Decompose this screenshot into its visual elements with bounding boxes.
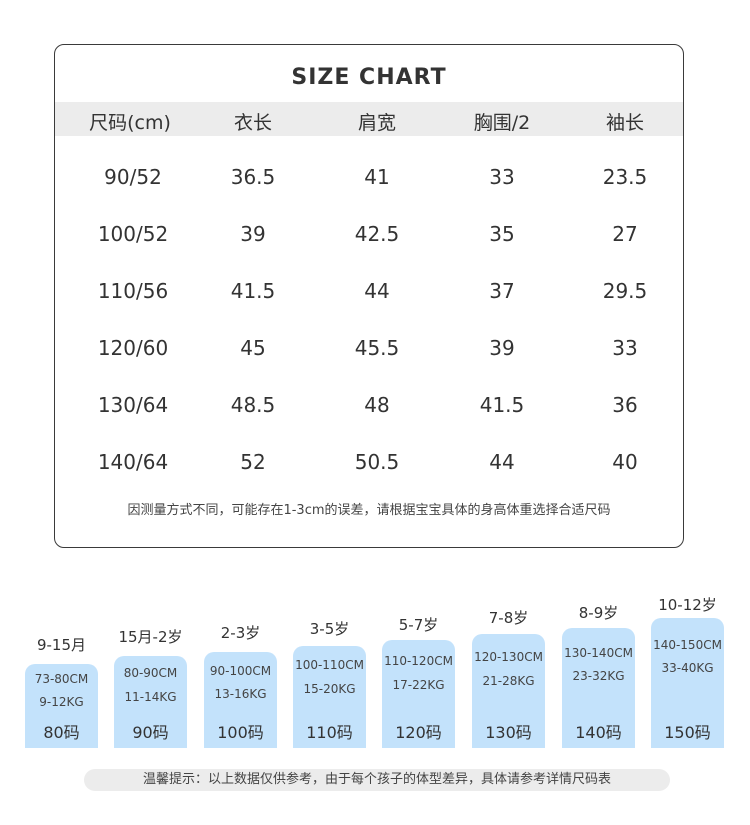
weight-range: 9-12KG — [39, 695, 84, 709]
table-row: 110/56 41.5 44 37 29.5 — [55, 279, 683, 309]
age-label: 7-8岁 — [488, 609, 529, 627]
cell-shoulder: 45.5 — [354, 336, 400, 360]
size-bar: 130-140CM 23-32KG 140码 — [562, 628, 635, 748]
age-label: 10-12岁 — [658, 596, 717, 614]
weight-range: 21-28KG — [482, 674, 535, 688]
cell-sleeve: 36 — [612, 393, 638, 417]
size-step-110: 3-5岁 100-110CM 15-20KG 110码 — [293, 618, 366, 748]
cell-chest: 41.5 — [479, 393, 525, 417]
size-label: 90码 — [132, 723, 169, 742]
size-step-140: 8-9岁 130-140CM 23-32KG 140码 — [562, 602, 635, 748]
size-label: 120码 — [395, 723, 442, 742]
cell-shoulder: 48 — [364, 393, 390, 417]
weight-range: 11-14KG — [124, 690, 177, 704]
size-label: 100码 — [217, 723, 264, 742]
cell-length: 52 — [240, 450, 266, 474]
table-row: 120/60 45 45.5 39 33 — [55, 336, 683, 366]
size-label: 80码 — [43, 723, 80, 742]
header-size: 尺码(cm) — [89, 112, 171, 134]
age-label: 5-7岁 — [398, 616, 439, 634]
weight-range: 17-22KG — [392, 678, 445, 692]
cell-length: 39 — [240, 222, 266, 246]
weight-range: 13-16KG — [214, 687, 267, 701]
table-header: 尺码(cm) 衣长 肩宽 胸围/2 袖长 — [55, 102, 683, 136]
tip-banner: 温馨提示：以上数据仅供参考，由于每个孩子的体型差异，具体请参考详情尺码表 — [84, 769, 670, 791]
size-chart-card: SIZE CHART 尺码(cm) 衣长 肩宽 胸围/2 袖长 90/52 36… — [54, 44, 684, 548]
size-step-90: 15月-2岁 80-90CM 11-14KG 90码 — [114, 626, 187, 748]
table-row: 100/52 39 42.5 35 27 — [55, 222, 683, 252]
size-bar: 140-150CM 33-40KG 150码 — [651, 618, 724, 748]
age-label: 2-3岁 — [220, 624, 261, 642]
height-range: 73-80CM — [34, 672, 89, 686]
height-range: 90-100CM — [209, 664, 272, 678]
cell-shoulder: 44 — [364, 279, 390, 303]
table-row: 130/64 48.5 48 41.5 36 — [55, 393, 683, 423]
cell-chest: 37 — [489, 279, 515, 303]
size-label: 110码 — [306, 723, 353, 742]
size-bar: 120-130CM 21-28KG 130码 — [472, 634, 545, 748]
cell-chest: 39 — [489, 336, 515, 360]
size-label: 130码 — [485, 723, 532, 742]
cell-length: 41.5 — [230, 279, 276, 303]
header-length: 衣长 — [233, 112, 273, 134]
cell-length: 45 — [240, 336, 266, 360]
size-bar: 90-100CM 13-16KG 100码 — [204, 652, 277, 748]
size-step-130: 7-8岁 120-130CM 21-28KG 130码 — [472, 607, 545, 748]
cell-size: 110/56 — [97, 279, 169, 303]
size-bar: 100-110CM 15-20KG 110码 — [293, 646, 366, 748]
header-sleeve: 袖长 — [605, 112, 645, 134]
size-bar: 110-120CM 17-22KG 120码 — [382, 640, 455, 748]
weight-range: 23-32KG — [572, 669, 625, 683]
age-label: 3-5岁 — [309, 620, 350, 638]
header-shoulder: 肩宽 — [357, 112, 397, 134]
cell-sleeve: 33 — [612, 336, 638, 360]
size-step-100: 2-3岁 90-100CM 13-16KG 100码 — [204, 622, 277, 748]
cell-length: 48.5 — [230, 393, 276, 417]
age-label: 8-9岁 — [578, 604, 619, 622]
cell-chest: 35 — [489, 222, 515, 246]
cell-sleeve: 27 — [612, 222, 638, 246]
cell-shoulder: 41 — [364, 165, 390, 189]
cell-size: 130/64 — [97, 393, 169, 417]
height-range: 100-110CM — [295, 658, 364, 672]
size-step-150: 10-12岁 140-150CM 33-40KG 150码 — [651, 594, 724, 748]
chart-title: SIZE CHART — [291, 65, 447, 90]
size-step-80: 9-15月 73-80CM 9-12KG 80码 — [25, 634, 98, 748]
cell-size: 100/52 — [97, 222, 169, 246]
cell-size: 90/52 — [104, 165, 162, 189]
cell-sleeve: 23.5 — [602, 165, 648, 189]
weight-range: 33-40KG — [661, 661, 714, 675]
cell-chest: 44 — [489, 450, 515, 474]
size-step-120: 5-7岁 110-120CM 17-22KG 120码 — [382, 614, 455, 748]
cell-size: 140/64 — [97, 450, 169, 474]
cell-length: 36.5 — [230, 165, 276, 189]
size-bar: 80-90CM 11-14KG 90码 — [114, 656, 187, 748]
height-range: 110-120CM — [384, 654, 453, 668]
measurement-note: 因测量方式不同，可能存在1-3cm的误差，请根据宝宝具体的身高体重选择合适尺码 — [127, 503, 611, 518]
age-label: 15月-2岁 — [118, 628, 183, 646]
cell-sleeve: 29.5 — [602, 279, 648, 303]
height-range: 120-130CM — [474, 650, 543, 664]
cell-shoulder: 50.5 — [354, 450, 400, 474]
size-label: 150码 — [664, 723, 711, 742]
height-range: 130-140CM — [564, 646, 633, 660]
header-chest: 胸围/2 — [473, 112, 531, 134]
height-range: 140-150CM — [653, 638, 722, 652]
size-bar: 73-80CM 9-12KG 80码 — [25, 664, 98, 748]
cell-shoulder: 42.5 — [354, 222, 400, 246]
cell-size: 120/60 — [97, 336, 169, 360]
cell-chest: 33 — [489, 165, 515, 189]
weight-range: 15-20KG — [303, 682, 356, 696]
cell-sleeve: 40 — [612, 450, 638, 474]
size-label: 140码 — [575, 723, 622, 742]
height-range: 80-90CM — [123, 666, 178, 680]
age-label: 9-15月 — [36, 636, 87, 654]
table-row: 140/64 52 50.5 44 40 — [55, 450, 683, 480]
table-row: 90/52 36.5 41 33 23.5 — [55, 165, 683, 195]
